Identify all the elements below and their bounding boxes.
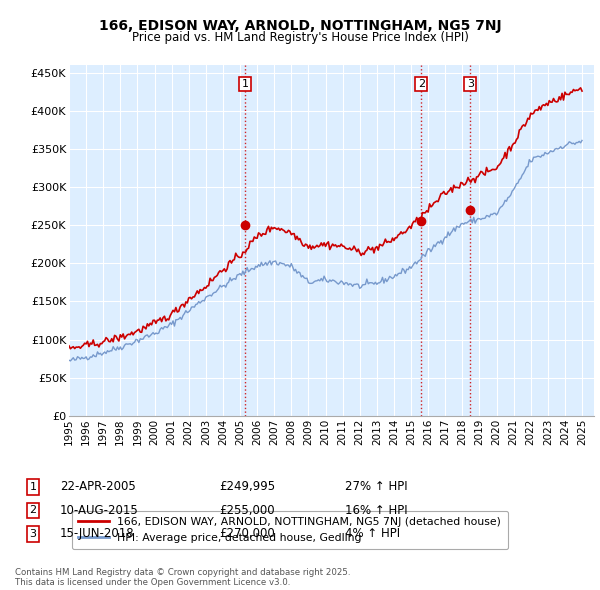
Text: £270,000: £270,000 <box>219 527 275 540</box>
Text: 1: 1 <box>242 79 249 89</box>
Text: £249,995: £249,995 <box>219 480 275 493</box>
Text: 15-JUN-2018: 15-JUN-2018 <box>60 527 134 540</box>
Text: 1: 1 <box>29 482 37 491</box>
Text: 10-AUG-2015: 10-AUG-2015 <box>60 504 139 517</box>
Text: £255,000: £255,000 <box>219 504 275 517</box>
Text: 3: 3 <box>467 79 473 89</box>
Text: 2: 2 <box>418 79 425 89</box>
Text: 2: 2 <box>29 506 37 515</box>
Text: 22-APR-2005: 22-APR-2005 <box>60 480 136 493</box>
Text: Price paid vs. HM Land Registry's House Price Index (HPI): Price paid vs. HM Land Registry's House … <box>131 31 469 44</box>
Text: 166, EDISON WAY, ARNOLD, NOTTINGHAM, NG5 7NJ: 166, EDISON WAY, ARNOLD, NOTTINGHAM, NG5… <box>98 19 502 33</box>
Legend: 166, EDISON WAY, ARNOLD, NOTTINGHAM, NG5 7NJ (detached house), HPI: Average pric: 166, EDISON WAY, ARNOLD, NOTTINGHAM, NG5… <box>72 511 508 549</box>
Text: 27% ↑ HPI: 27% ↑ HPI <box>345 480 407 493</box>
Text: 16% ↑ HPI: 16% ↑ HPI <box>345 504 407 517</box>
Text: Contains HM Land Registry data © Crown copyright and database right 2025.
This d: Contains HM Land Registry data © Crown c… <box>15 568 350 587</box>
Text: 3: 3 <box>29 529 37 539</box>
Text: 4% ↑ HPI: 4% ↑ HPI <box>345 527 400 540</box>
